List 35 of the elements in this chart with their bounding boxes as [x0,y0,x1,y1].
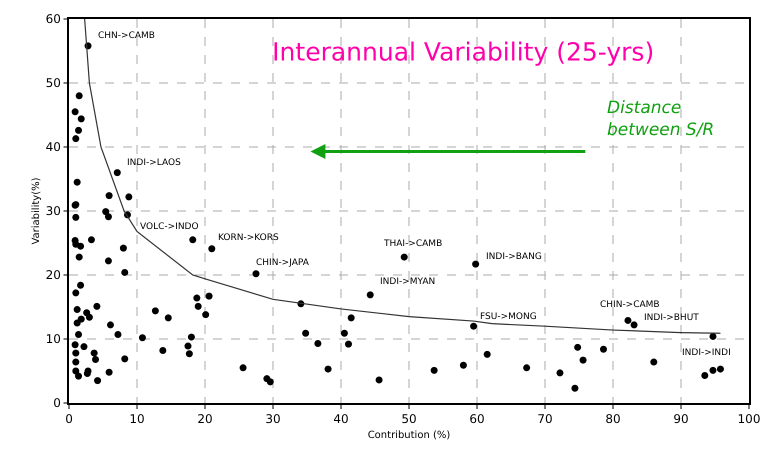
annotation: INDI->INDI [682,348,731,358]
annotation: VOLC->INDO [140,222,199,232]
annotation: INDI->MYAN [380,277,436,287]
x-tick-label: 20 [197,412,213,426]
x-tick-label: 30 [265,412,281,426]
x-tick-label: 40 [333,412,349,426]
annotation: CHIN->CAMB [600,300,660,310]
annotation: INDI->BHUT [644,313,700,323]
x-tick-label: 0 [65,412,73,426]
x-tick-label: 100 [738,412,760,426]
x-tick-label: 60 [469,412,485,426]
annotation: INDI->LAOS [127,158,182,168]
y-tick-label: 30 [46,204,61,218]
y-tick-label: 40 [46,140,61,154]
annotation: THAI->CAMB [383,239,442,249]
annotation: Distance between S/R [607,98,714,140]
annotation: INDI->BANG [486,252,542,262]
y-tick-label: 60 [46,12,61,26]
x-tick-label: 90 [673,412,689,426]
annotation: CHIN->JAPA [256,258,310,268]
x-axis-title: Contribution (%) [368,430,450,442]
annotation: FSU->MONG [480,312,537,322]
x-tick-label: 50 [401,412,417,426]
y-tick-label: 10 [46,332,61,346]
x-tick-label: 10 [129,412,145,426]
y-axis-title: Variability(%) [31,177,42,245]
annotation: CHN->CAMB [98,31,155,41]
text: Interannual Variability (25-yrs) [272,38,654,67]
y-tick-label: 50 [46,76,61,90]
line-series [84,19,722,334]
x-tick-label: 80 [605,412,621,426]
y-tick-label: 0 [53,396,61,410]
y-tick-label: 20 [46,268,61,282]
annotation: KORN->KORS [218,233,280,243]
x-tick-label: 70 [537,412,553,426]
